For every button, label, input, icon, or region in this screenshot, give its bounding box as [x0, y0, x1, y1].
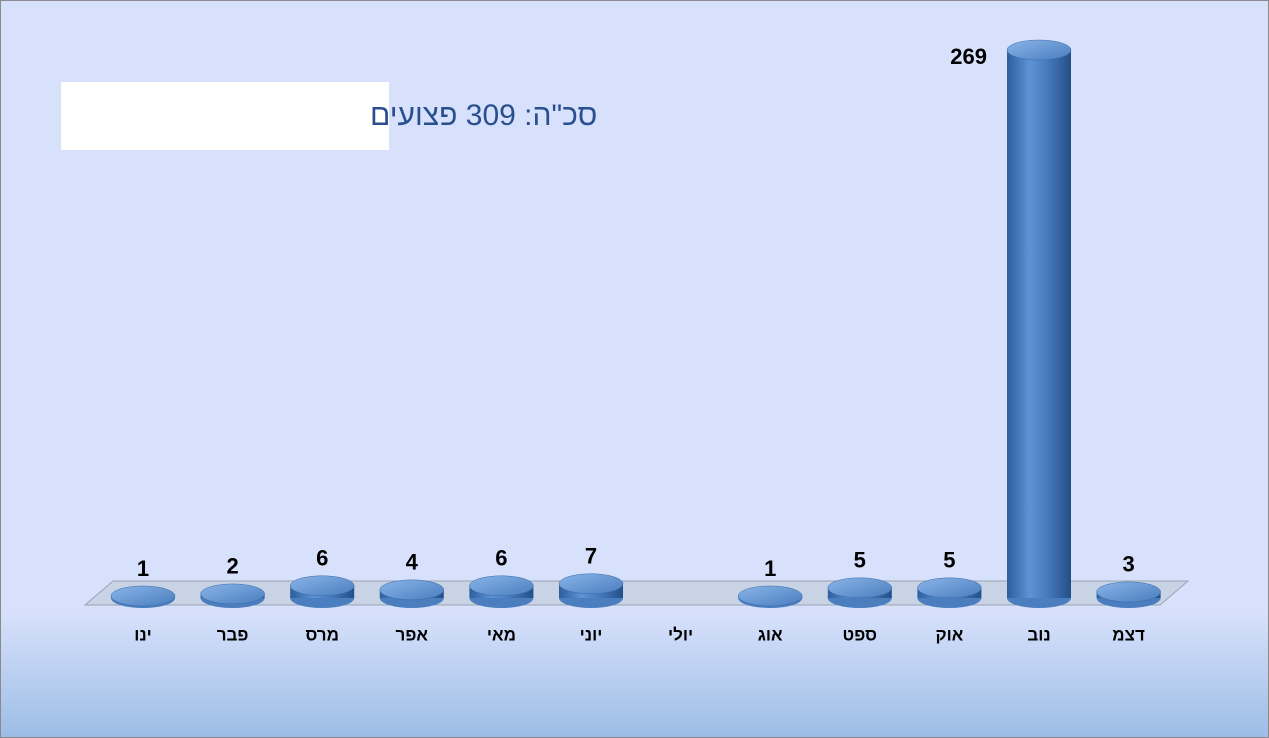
x-tick-label: אפר: [396, 625, 429, 644]
annotation-box: [61, 82, 389, 150]
bar-top: [379, 579, 445, 601]
x-tick-label: מאי: [487, 625, 516, 644]
annotation: סכ"ה: 309 פצועים: [370, 99, 597, 132]
data-label: 2: [226, 554, 238, 579]
bar: [558, 573, 624, 608]
data-label: 7: [585, 544, 597, 569]
bar-top: [1006, 39, 1072, 61]
bar: [1096, 581, 1161, 608]
data-label: 6: [495, 546, 507, 571]
x-tick-label: אוג: [758, 625, 783, 644]
bar-top: [827, 577, 893, 599]
data-label: 4: [406, 550, 419, 575]
bar: [379, 579, 445, 608]
data-label: 5: [854, 548, 866, 573]
bar: [827, 577, 893, 608]
x-tick-label: אוק: [935, 625, 963, 644]
x-tick-label: ספט: [843, 625, 877, 644]
x-tick-label: מרס: [305, 625, 339, 644]
floor: [83, 580, 1190, 606]
bar-body: [1007, 50, 1071, 598]
bar-top: [289, 575, 355, 597]
x-tick-label: פבר: [217, 625, 249, 644]
bar-top: [917, 577, 982, 599]
x-tick-label: ינו: [134, 625, 152, 644]
data-label: 3: [1122, 552, 1134, 577]
bar: [200, 583, 265, 608]
data-label: 1: [764, 556, 776, 581]
bar-top: [558, 573, 624, 594]
bar: [110, 585, 176, 608]
bar: [469, 575, 534, 608]
bar-top: [469, 575, 534, 597]
bar-top: [1096, 581, 1161, 603]
x-tick-label: דצמ: [1112, 625, 1145, 644]
bar: [1006, 39, 1072, 608]
data-label: 1: [137, 556, 149, 581]
data-label: 6: [316, 546, 328, 571]
data-label: 5: [943, 548, 955, 573]
x-tick-label: יוני: [580, 625, 603, 644]
bar-top: [200, 583, 265, 605]
bar: [917, 577, 982, 608]
x-tick-label: נוב: [1027, 625, 1050, 644]
bar-top: [110, 585, 176, 607]
bar: [737, 585, 803, 608]
bar-top: [737, 585, 803, 607]
data-label: 269: [950, 44, 987, 69]
x-tick-label: יולי: [668, 625, 693, 644]
bar: [289, 575, 355, 608]
